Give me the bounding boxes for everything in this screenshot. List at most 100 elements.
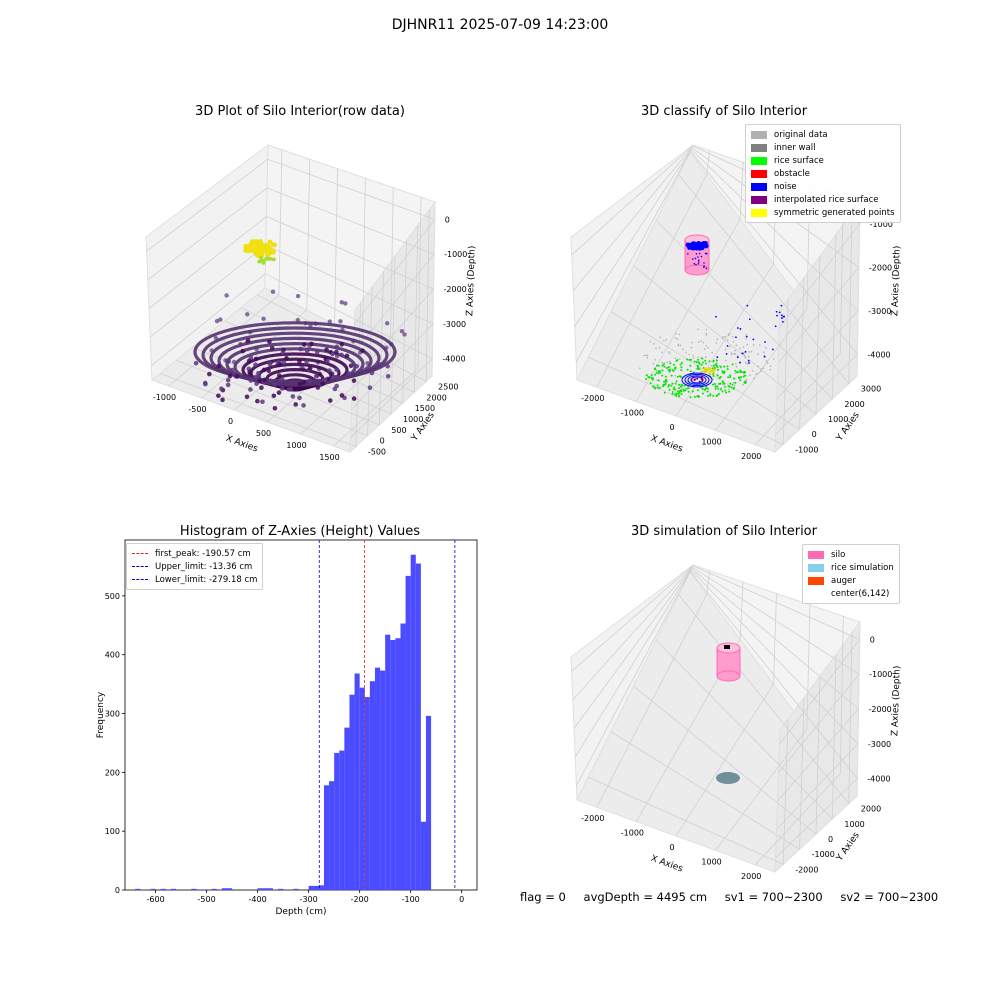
p1-x-tick-label: -1000 [153, 393, 176, 402]
p2-point [734, 349, 736, 352]
p2-point [723, 365, 726, 368]
p2-point [700, 370, 704, 373]
p1-point [244, 394, 250, 400]
p2-grid-line [715, 184, 811, 431]
p2-point [697, 328, 699, 331]
p2-point [681, 384, 684, 387]
p1-point [343, 301, 348, 306]
p2-point [739, 328, 742, 330]
p1-point [314, 349, 320, 355]
p2-point [669, 362, 672, 365]
p2-point [671, 393, 674, 396]
p2-point [688, 358, 691, 361]
p2-point [696, 241, 701, 246]
p3-bar [150, 888, 156, 890]
p4-grid-line [633, 675, 821, 835]
p2-z-tick-label: -2000 [869, 263, 892, 272]
p2-point [700, 356, 703, 359]
p2-x-tick-label: 0 [669, 423, 674, 432]
p4-y-tick-label: -2000 [795, 865, 818, 874]
legend-swatch [751, 208, 767, 217]
p4-z-tick-label: -4000 [867, 775, 890, 784]
p2-point [757, 372, 760, 374]
p2-point [774, 325, 777, 328]
p3-bar [170, 888, 177, 890]
p4-grid-line [754, 616, 844, 866]
p1-point [367, 385, 373, 390]
p2-point [775, 310, 778, 313]
p1-point [255, 245, 261, 250]
p1-y-tick-label: 2000 [426, 393, 446, 402]
p2-point [717, 368, 720, 371]
p2-point [748, 351, 750, 353]
p4-silo-bottom [716, 670, 741, 682]
p2-point [715, 365, 718, 368]
p2-point [772, 348, 774, 351]
p2-x-axis-label: X Axies [649, 434, 684, 455]
p3-y-tick-label: 500 [105, 592, 120, 601]
p2-point [742, 383, 744, 386]
p1-point [338, 319, 343, 324]
p1-point [324, 347, 329, 352]
p2-point [672, 388, 675, 391]
p1-point [271, 393, 277, 399]
p2-point [685, 358, 688, 361]
p2-point [704, 369, 707, 372]
p4-y-tick-label: 1000 [844, 820, 864, 829]
p3-y-tick-label: 400 [105, 651, 120, 660]
p2-point [689, 396, 692, 399]
p2-point [677, 344, 680, 347]
p2-point [733, 377, 736, 380]
p2-z-tick-label: -3000 [868, 307, 891, 316]
p2-point [701, 357, 704, 360]
p1-point [334, 344, 340, 349]
p1-point [327, 368, 332, 373]
panel2-legend: original data inner wall rice surface ob… [745, 124, 901, 223]
p2-point [712, 364, 715, 367]
p1-point [249, 239, 255, 245]
p2-point [734, 372, 737, 375]
p2-point [727, 334, 730, 336]
p1-point [267, 339, 272, 344]
p1-point [262, 377, 267, 383]
p2-point [652, 362, 655, 365]
p2-point [661, 361, 663, 364]
p2-point [704, 371, 707, 374]
legend-label: first_peak: -190.57 cm [155, 548, 251, 559]
legend-item: Upper_limit: -13.36 cm [132, 560, 257, 573]
p2-point [745, 335, 748, 338]
p2-point [683, 384, 686, 387]
p1-point [267, 239, 273, 245]
p2-point [744, 380, 747, 383]
p2-point [676, 338, 679, 340]
p2-point [745, 337, 747, 340]
p1-point [203, 381, 208, 387]
p3-bar [390, 640, 396, 890]
p2-point [678, 358, 681, 360]
p2-point [733, 386, 736, 389]
p2-point [744, 350, 747, 353]
p2-point [780, 314, 783, 317]
p2-point [679, 363, 682, 366]
p1-point [229, 367, 235, 373]
legend-item: center(6,142) [808, 587, 894, 600]
p2-point [682, 348, 684, 351]
p2-point [680, 369, 683, 372]
p2-point [715, 362, 718, 365]
p2-point [703, 348, 706, 350]
p1-point [339, 300, 344, 305]
p3-bar [364, 697, 370, 890]
p2-point [697, 356, 699, 359]
p1-point [288, 387, 294, 392]
p2-point [706, 387, 709, 390]
p2-point [726, 345, 729, 347]
p2-point [696, 389, 699, 392]
p2-point [657, 364, 660, 367]
panel3-histogram: -600 -500 -400 -300 -200 -100 0 0 100 200 300 400 50… [96, 539, 478, 917]
p2-point [735, 336, 737, 339]
p2-x-tick-label: 2000 [741, 452, 761, 461]
p2-point [674, 337, 677, 339]
p4-grid-line [571, 565, 861, 745]
p2-point [647, 376, 650, 379]
p2-point [663, 380, 666, 383]
